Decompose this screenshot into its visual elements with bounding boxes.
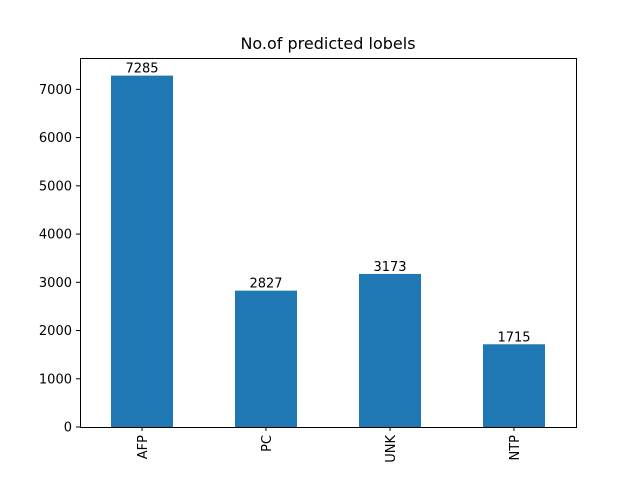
bar-value-label: 1715	[497, 330, 530, 345]
bar-value-label: 3173	[373, 260, 406, 275]
value-labels-layer: 7285 2827 3173 1715	[125, 62, 530, 346]
bar-afp	[111, 75, 173, 427]
bar-unk	[359, 273, 421, 427]
chart-title: No.of predicted lobels	[240, 34, 415, 53]
y-tick-label: 3000	[39, 276, 72, 291]
bar-ntp	[483, 344, 545, 427]
y-tick-label: 0	[64, 421, 72, 436]
bar-value-label: 2827	[249, 277, 282, 292]
x-tick-label: NTP	[508, 435, 523, 461]
bar-pc	[235, 290, 297, 427]
y-tick-label: 2000	[39, 324, 72, 339]
y-tick-label: 5000	[39, 179, 72, 194]
y-tick-label: 4000	[39, 228, 72, 243]
x-tick-label: UNK	[384, 435, 399, 463]
x-axis: AFP PC UNK NTP	[136, 427, 523, 463]
y-tick-label: 6000	[39, 131, 72, 146]
x-tick-label: PC	[260, 435, 275, 452]
y-tick-label: 1000	[39, 372, 72, 387]
plot-frame	[80, 58, 577, 428]
y-tick-label: 7000	[39, 83, 72, 98]
x-tick-label: AFP	[136, 435, 151, 459]
bars-layer	[111, 75, 545, 427]
y-axis: 0 1000 2000 3000 4000 5000 6000 7000	[39, 83, 80, 436]
bar-value-label: 7285	[125, 62, 158, 77]
